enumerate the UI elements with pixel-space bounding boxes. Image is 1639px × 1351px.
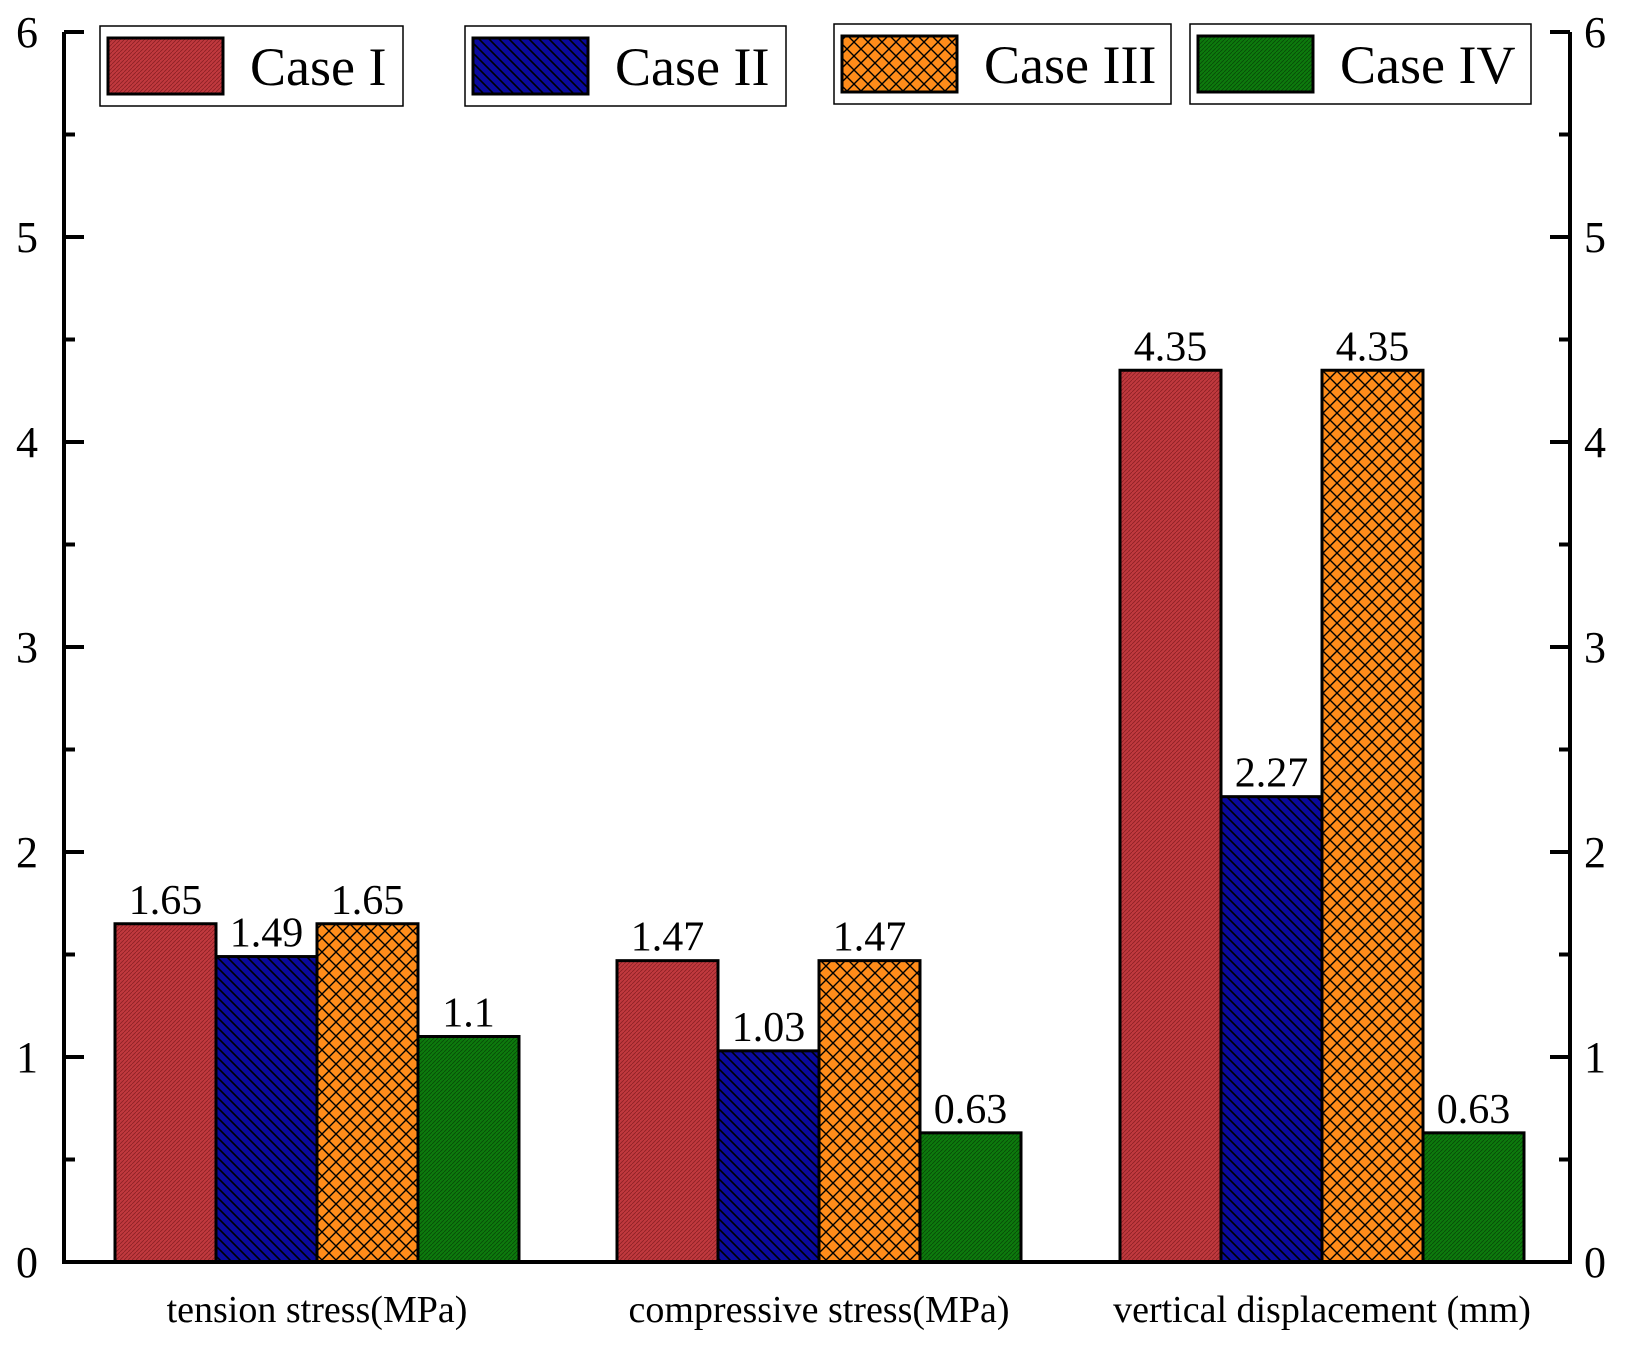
data-label: 1.1 — [442, 991, 495, 1037]
bar-case-i-1 — [615, 959, 720, 1264]
data-label: 1.65 — [129, 878, 203, 924]
data-label: 1.47 — [833, 915, 907, 961]
y-tick-label-left: 3 — [16, 623, 38, 672]
data-label: 1.03 — [732, 1005, 806, 1051]
data-label: 0.63 — [934, 1087, 1008, 1133]
data-label: 4.35 — [1134, 324, 1208, 370]
bar-case-iv-1 — [918, 1131, 1023, 1264]
legend-swatch — [1196, 34, 1315, 94]
y-tick-label-right: 5 — [1584, 213, 1606, 262]
data-label: 0.63 — [1437, 1087, 1511, 1133]
bar-case-ii-1 — [716, 1049, 821, 1264]
legend-item-case-ii: Case II — [464, 25, 787, 107]
legend-label: Case II — [615, 37, 769, 97]
legend-swatch — [840, 34, 959, 94]
legend-label: Case IV — [1340, 35, 1515, 95]
y-tick-label-right: 4 — [1584, 418, 1606, 467]
legend-item-case-iv: Case IV — [1189, 23, 1532, 105]
y-tick-label-left: 1 — [16, 1033, 38, 1082]
legend-item-case-iii: Case III — [833, 23, 1172, 105]
legend-swatch — [106, 36, 225, 96]
legend-label: Case III — [984, 35, 1156, 95]
y-tick-label-left: 2 — [16, 828, 38, 877]
x-tick-label: compressive stress(MPa) — [629, 1289, 1010, 1331]
y-tick-label-left: 0 — [16, 1238, 38, 1287]
bar-case-iv-0 — [416, 1035, 521, 1264]
bar-case-i-0 — [113, 922, 218, 1264]
data-label: 1.47 — [631, 915, 705, 961]
x-tick-label: tension stress(MPa) — [167, 1289, 468, 1331]
data-label: 1.49 — [230, 911, 304, 957]
data-label: 4.35 — [1336, 324, 1410, 370]
legend-item-case-i: Case I — [99, 25, 404, 107]
y-tick-label-right: 6 — [1584, 8, 1606, 57]
y-tick-label-right: 0 — [1584, 1238, 1606, 1287]
y-tick-label-left: 6 — [16, 8, 38, 57]
y-tick-label-right: 2 — [1584, 828, 1606, 877]
bar-case-iii-1 — [817, 959, 922, 1264]
data-label: 1.65 — [331, 878, 405, 924]
bar-case-iii-0 — [315, 922, 420, 1264]
y-tick-label-left: 4 — [16, 418, 38, 467]
bar-case-ii-2 — [1219, 795, 1324, 1264]
data-label: 2.27 — [1235, 751, 1309, 797]
legend-swatch — [471, 36, 590, 96]
x-tick-label: vertical displacement (mm) — [1113, 1289, 1531, 1331]
y-tick-label-left: 5 — [16, 213, 38, 262]
bar-case-i-2 — [1118, 368, 1223, 1264]
bar-case-iv-2 — [1421, 1131, 1526, 1264]
y-tick-label-right: 1 — [1584, 1033, 1606, 1082]
legend-label: Case I — [250, 37, 386, 97]
y-tick-label-right: 3 — [1584, 623, 1606, 672]
bar-case-iii-2 — [1320, 368, 1425, 1264]
bar-case-ii-0 — [214, 955, 319, 1264]
